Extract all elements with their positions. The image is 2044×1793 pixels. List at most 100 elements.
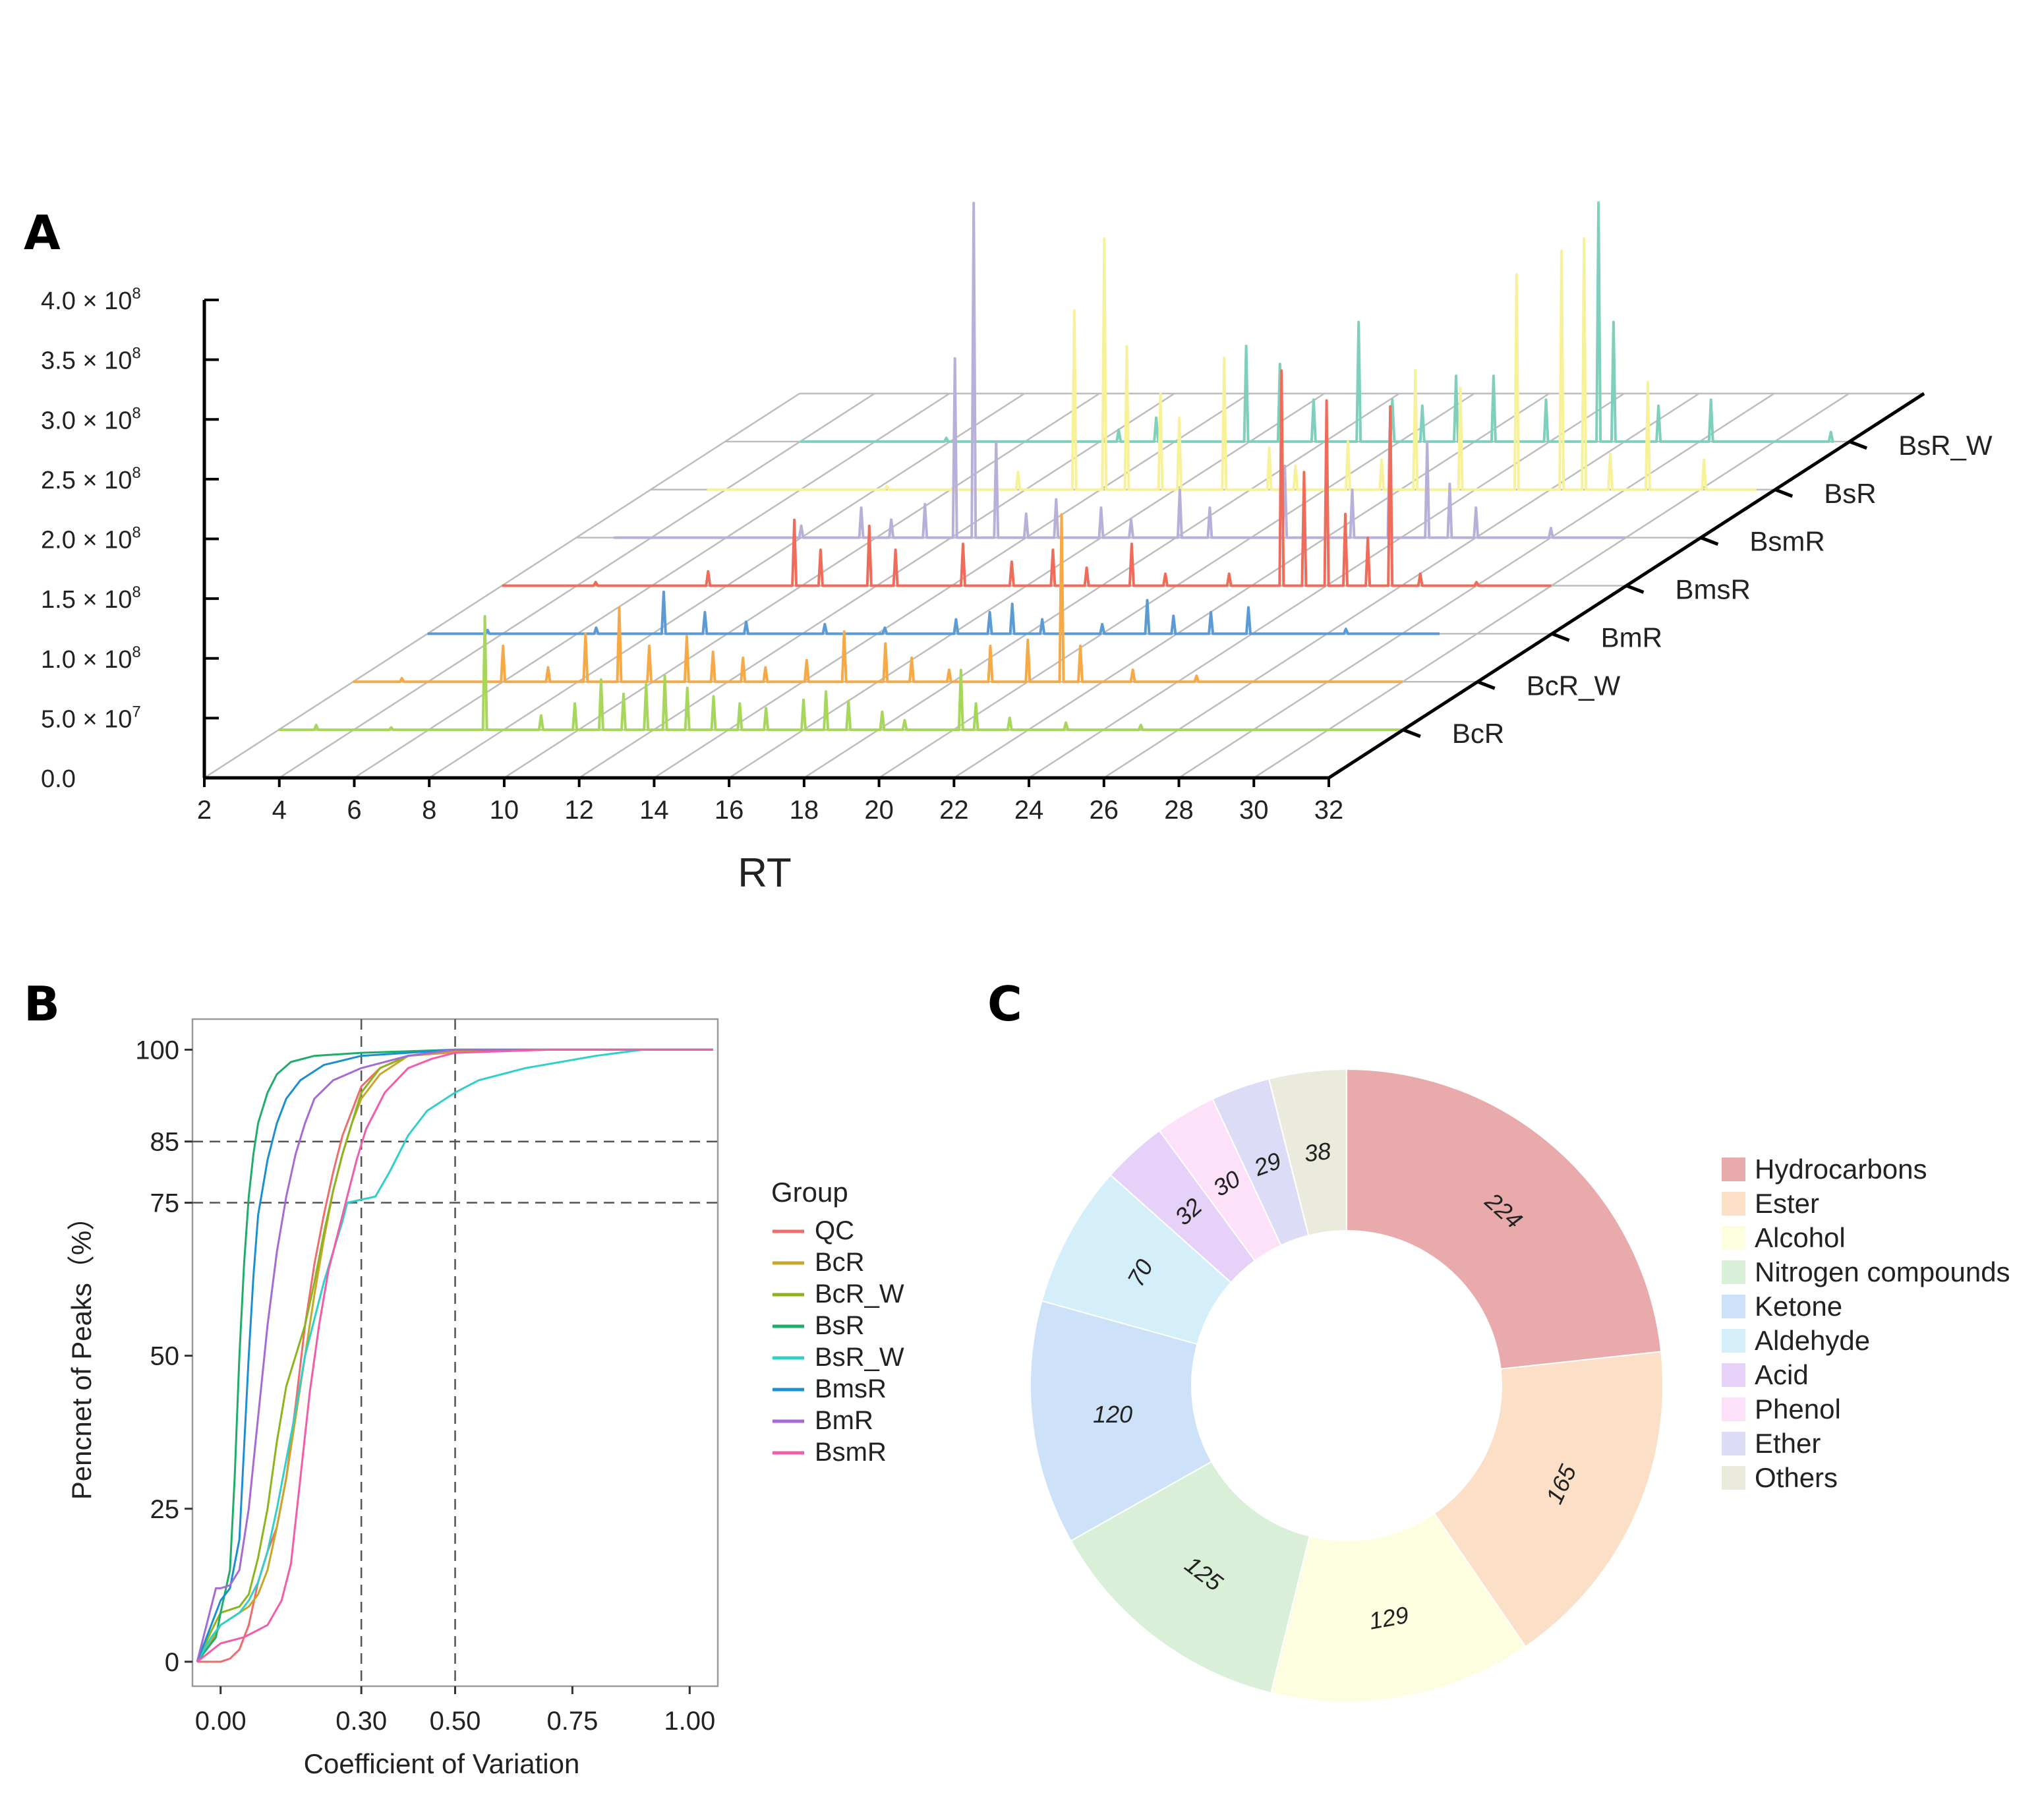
legend-label: BmR: [815, 1406, 873, 1435]
y-tick-base: 5.0 × 10: [41, 705, 132, 733]
sample-label-bsr: BsR: [1824, 478, 1876, 509]
legend-swatch-nitrogen-compounds: [1722, 1260, 1745, 1284]
y-tick-exponent: 8: [132, 583, 140, 601]
y-tick-base: 4.0 × 10: [41, 287, 132, 315]
x-tick-label: 0.75: [546, 1707, 598, 1736]
legend-label: BcR_W: [815, 1279, 904, 1308]
donut-slice-others: [1268, 1068, 1347, 1237]
y-tick-base: 2.0 × 10: [41, 527, 132, 554]
x-tick-label: 22: [939, 796, 969, 825]
sample-label-bmsr: BmsR: [1676, 574, 1751, 605]
legend-swatch-hydrocarbons: [1722, 1158, 1745, 1181]
legend-label: Aldehyde: [1755, 1325, 1870, 1356]
donut-slice-nitrogen-compounds: [1070, 1460, 1310, 1694]
x-tick-label: 4: [272, 796, 287, 825]
y-tick-label: 3.5 × 108: [41, 345, 141, 375]
cv-curve-bmsr: [196, 1048, 713, 1662]
y-tick-label: 0: [165, 1648, 179, 1677]
y-tick-exponent: 8: [132, 285, 140, 303]
y-tick-exponent: 8: [132, 345, 140, 363]
cv-legend-title: Group: [771, 1177, 848, 1208]
x-tick-label: 0.30: [336, 1707, 387, 1736]
cv-curve-bcr-w: [196, 1048, 713, 1662]
cv-x-axis-title: Coefficient of Variation: [304, 1748, 580, 1779]
y-tick-base: 3.5 × 10: [41, 347, 132, 375]
cv-curve-bsmr: [196, 1048, 713, 1663]
legend-swatch-phenol: [1722, 1397, 1745, 1421]
panel-label-a: A: [24, 205, 61, 260]
depth-tick: [1849, 440, 1868, 450]
donut-slice-ketone: [1030, 1300, 1213, 1542]
x-tick-label: 18: [790, 796, 819, 825]
panel-label-b: B: [24, 976, 60, 1032]
y-tick-label: 0.0: [41, 765, 76, 793]
trace-bcr: [278, 614, 1403, 732]
legend-label: Ether: [1755, 1428, 1821, 1459]
y-tick-label: 1.5 × 108: [41, 583, 141, 614]
x-tick-label: 0.00: [195, 1707, 247, 1736]
depth-tick: [1551, 632, 1570, 642]
legend-label: BcR: [815, 1248, 865, 1277]
y-tick-label: 50: [150, 1342, 180, 1371]
y-tick-exponent: 8: [132, 464, 140, 482]
sample-label-bsmr: BsmR: [1749, 526, 1825, 557]
waterfall-traces: [278, 201, 1834, 732]
y-tick-label: 4.0 × 108: [41, 285, 141, 315]
legend-label: BsR_W: [815, 1343, 904, 1372]
panel-b: B 0.00 0.30 0.50 0.75 1.00 0 25 50 75 85 100 Coeff…: [24, 976, 904, 1779]
y-tick-base: 1.5 × 10: [41, 586, 132, 614]
x-tick-label: 24: [1014, 796, 1044, 825]
donut-value-label: 120: [1093, 1401, 1132, 1428]
legend-label: Acid: [1755, 1359, 1809, 1390]
y-tick-exponent: 8: [132, 524, 140, 542]
depth-tick: [1774, 488, 1794, 498]
y-tick-label: 25: [150, 1495, 180, 1524]
y-tick-label: 2.0 × 108: [41, 524, 141, 554]
y-tick-label: 3.0 × 108: [41, 404, 141, 434]
legend-label: Ketone: [1755, 1291, 1842, 1322]
legend-label: QC: [815, 1216, 854, 1245]
x-tick-label: 12: [564, 796, 594, 825]
legend-swatch-ester: [1722, 1192, 1745, 1216]
y-tick-label: 1.0 × 108: [41, 643, 141, 674]
depth-tick: [1700, 536, 1719, 546]
depth-tick: [1625, 584, 1645, 594]
x-tick-label: 6: [347, 796, 361, 825]
donut-slice-ester: [1433, 1351, 1664, 1648]
panel-label-c: C: [987, 976, 1022, 1032]
cv-curve-bsr: [196, 1048, 713, 1662]
x-tick-label: 20: [864, 796, 894, 825]
depth-tick: [1402, 728, 1421, 738]
x-tick-label: 16: [715, 796, 744, 825]
legend-swatch-ketone: [1722, 1295, 1745, 1318]
sample-label-bmr: BmR: [1601, 622, 1662, 653]
cv-curves: [196, 1048, 713, 1663]
y-tick-base: 3.0 × 10: [41, 407, 132, 434]
legend-swatch-alcohol: [1722, 1226, 1745, 1250]
x-tick-label: 14: [639, 796, 669, 825]
y-tick-base: 2.5 × 10: [41, 467, 132, 494]
x-tick-label: 0.50: [430, 1707, 481, 1736]
trace-bsr-w: [800, 201, 1834, 443]
legend-swatch-ether: [1722, 1432, 1745, 1455]
cv-curve-bsr-w: [196, 1048, 713, 1662]
depth-axis-line: [1328, 392, 1925, 780]
x-tick-label: 8: [422, 796, 436, 825]
x-tick-label: 2: [197, 796, 212, 825]
x-tick-label: 1.00: [664, 1707, 715, 1736]
donut-value-label: 38: [1302, 1137, 1332, 1167]
legend-label: BsR: [815, 1311, 865, 1340]
x-tick-label: 28: [1164, 796, 1194, 825]
sample-label-bsr-w: BsR_W: [1898, 430, 1993, 461]
x-tick-label: 32: [1314, 796, 1344, 825]
y-tick-exponent: 7: [132, 703, 140, 720]
legend-label: Nitrogen compounds: [1755, 1256, 2010, 1287]
y-tick-label: 100: [135, 1036, 179, 1065]
